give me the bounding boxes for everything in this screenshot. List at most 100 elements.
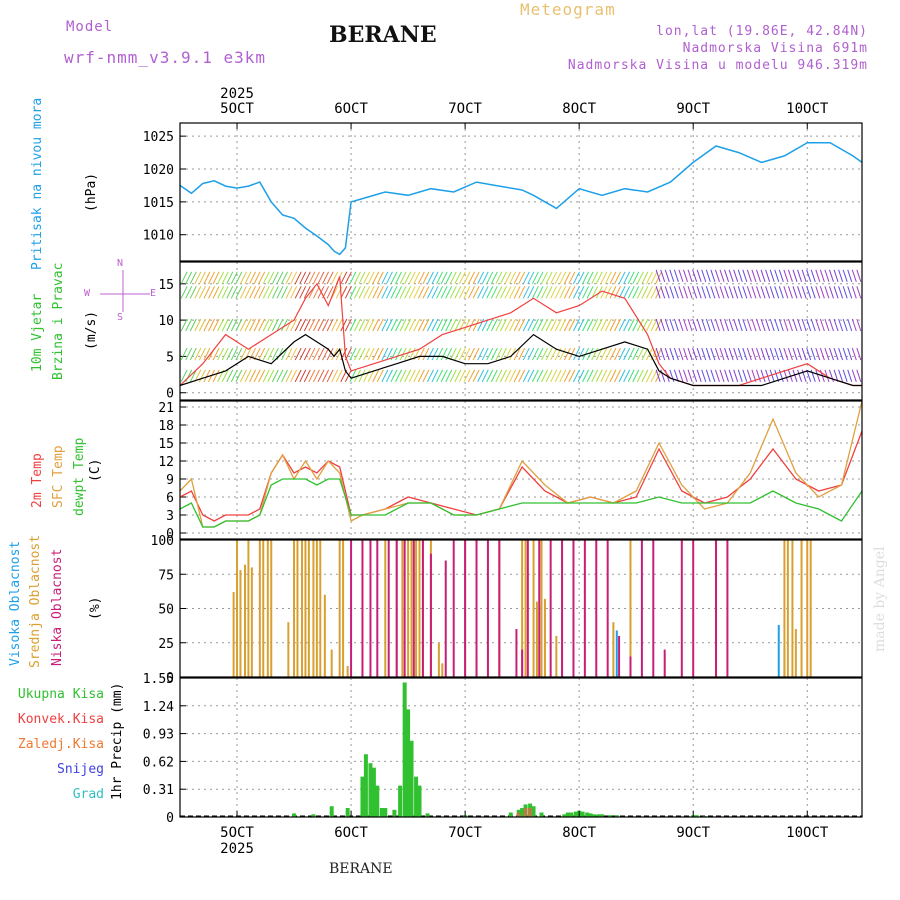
wind-barb (559, 318, 567, 332)
wind-barb (760, 369, 766, 383)
wind-barb (326, 318, 334, 332)
wind-barb (559, 369, 567, 383)
wind-barb (595, 271, 603, 285)
ytick-label: 50 (158, 603, 174, 618)
xtick-label-top: 6OCT (334, 101, 368, 117)
wind-barb (838, 369, 844, 383)
wind-barb (495, 347, 503, 361)
wind-barb (276, 318, 284, 332)
wind-barb (221, 271, 229, 285)
wind-barb (573, 369, 580, 383)
wind-barb (454, 369, 462, 383)
wind-barb (180, 271, 188, 285)
wind-barb (687, 286, 693, 299)
wind-barb (436, 318, 444, 332)
total-rain-bar (375, 785, 380, 817)
wind-barb (728, 347, 734, 361)
wind-barb (787, 269, 793, 282)
wind-barb (627, 347, 635, 361)
compass-e: E (150, 288, 157, 299)
total-rain-bar (585, 812, 590, 817)
wind-barb (554, 369, 562, 383)
wind-barb (742, 269, 748, 282)
wind-barb (541, 318, 548, 332)
wind-barb (504, 271, 512, 285)
wind-barb (856, 318, 862, 332)
wind-barb (500, 347, 507, 361)
wind-barb (481, 286, 489, 299)
wind-barb (376, 369, 384, 383)
wind-barb (294, 369, 302, 383)
wind-barb (531, 318, 539, 332)
wind-barb (413, 286, 421, 299)
wind-barb (445, 271, 453, 285)
precip-unit: 1hr Precip (mm) (110, 682, 125, 800)
wind-barb (604, 271, 612, 285)
ytick-label: 15 (158, 278, 174, 293)
wind-barb (829, 318, 834, 332)
wind-barb (636, 271, 644, 285)
wind-barb (363, 369, 371, 383)
wind-barb (838, 347, 844, 361)
wind-barb (449, 271, 457, 285)
temp-frame (179, 400, 863, 540)
total-rain-bar (591, 814, 596, 817)
header-model-name: wrf-nmm_v3.9.1 e3km (64, 48, 267, 67)
wind-barb (385, 286, 393, 299)
wind-barb (783, 269, 789, 282)
wind-barb (618, 369, 626, 383)
wind-barb (203, 369, 211, 383)
wind-barb (285, 318, 293, 332)
wind-barb (646, 318, 653, 332)
wind-barb (765, 269, 771, 282)
wind-barb (481, 271, 489, 285)
wind-barb (440, 271, 448, 285)
wind-barb (660, 286, 666, 299)
total-rain-bar (383, 808, 388, 817)
wind-barb (842, 286, 848, 299)
total-rain-bar (402, 682, 407, 817)
wind-barb (230, 369, 238, 383)
wind-barb (349, 347, 357, 361)
wind-barb (838, 318, 844, 332)
wind-barb (463, 369, 471, 383)
wind-barb (783, 369, 789, 383)
temp-label-3: dewpt Temp (72, 437, 87, 516)
wind-barb (331, 286, 339, 299)
wind-barb (737, 286, 743, 299)
wind-barb (226, 271, 234, 285)
wind-barb (513, 369, 521, 383)
wind-barb (518, 318, 526, 332)
wind-barb (760, 269, 766, 282)
wind-barb (440, 286, 448, 299)
wind-barb (522, 347, 530, 361)
wind-barb (194, 347, 202, 361)
wind-barb (655, 369, 661, 383)
total-rain-bar (573, 811, 578, 817)
wind-barb (609, 318, 617, 332)
wind-barb (696, 269, 702, 282)
wind-barb (705, 369, 711, 383)
wind-barb (221, 286, 229, 299)
wind-barb (436, 286, 444, 299)
wind-barb (792, 347, 798, 361)
wind-barb (436, 369, 444, 383)
wind-barb (363, 347, 371, 361)
wind-barb (326, 286, 334, 299)
wind-barb (833, 369, 839, 383)
wind-barb (376, 318, 384, 332)
dewpt-line (179, 478, 863, 528)
wind-barb (354, 318, 361, 332)
xtick-label-top: 9OCT (676, 101, 710, 117)
cloud-unit: (%) (88, 596, 103, 620)
ytick-label: 0 (166, 671, 174, 686)
legend-grad: Grad (72, 787, 104, 802)
wind-barb (189, 271, 197, 285)
wind-barb (481, 347, 489, 361)
wind-barb (609, 286, 617, 299)
ytick-label: 5 (166, 350, 174, 365)
total-rain-bar (599, 814, 604, 817)
wind-barb (203, 318, 211, 332)
wind-barb (468, 347, 475, 361)
